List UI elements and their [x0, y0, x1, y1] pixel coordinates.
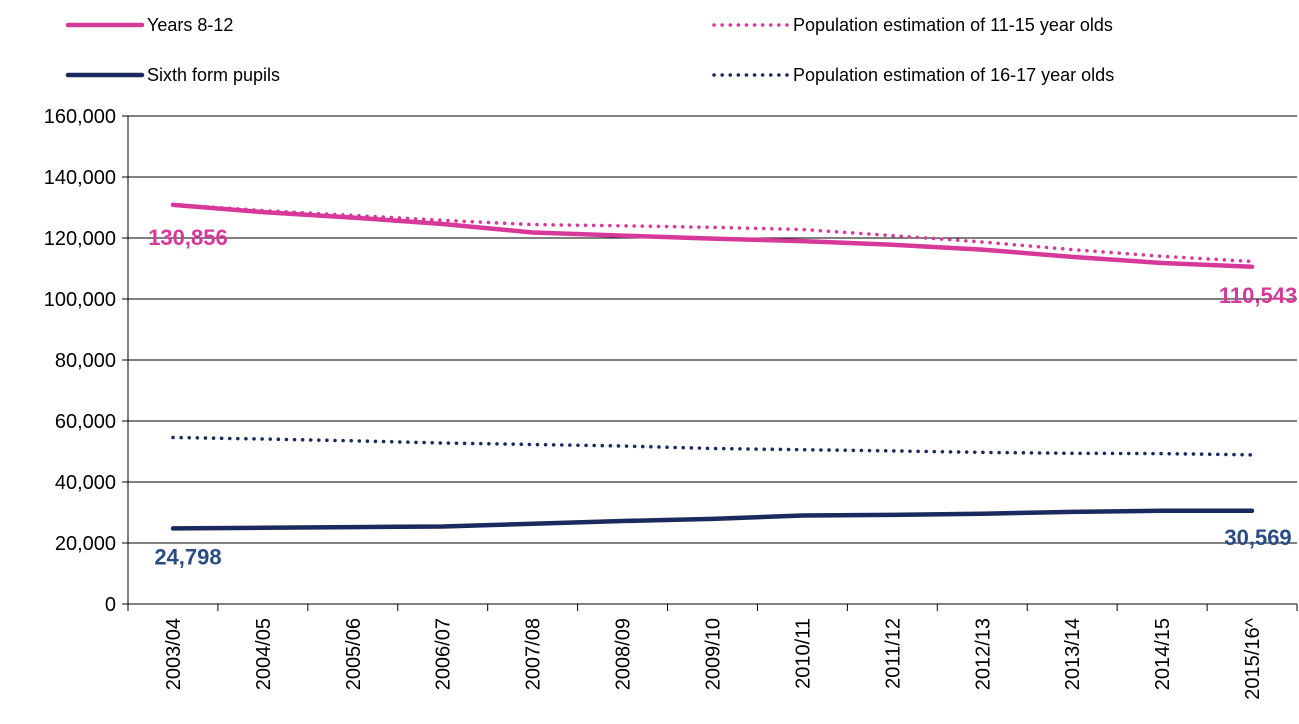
data-label: 110,543: [1219, 283, 1297, 308]
data-label: 24,798: [154, 544, 221, 569]
y-tick-label: 120,000: [44, 228, 116, 250]
series-lines: [170, 202, 1255, 531]
y-tick-label: 140,000: [44, 167, 116, 189]
x-tick-label: 2011/12: [882, 618, 904, 689]
gridlines: [128, 115, 1297, 544]
y-tick-label: 100,000: [44, 289, 116, 311]
x-tick-label: 2015/16^: [1242, 617, 1264, 699]
x-axis-ticks: 2003/04 2004/05 2005/06 2006/07 2007/08 2008/…: [127, 604, 1298, 700]
data-label: 30,569: [1224, 525, 1291, 550]
data-label: 130,856: [148, 225, 228, 250]
legend-label: Population estimation of 11-15 year olds: [793, 15, 1113, 35]
y-tick-label: 160,000: [44, 106, 116, 128]
legend-item: Years 8-12: [65, 15, 233, 35]
data-labels: 130,856 110,543 24,798 30,569: [148, 225, 1297, 569]
legend-item: Population estimation of 16-17 year olds: [712, 65, 1114, 85]
x-tick-label: 2005/06: [343, 618, 365, 690]
y-axis-ticks: 0 20,000 40,000 60,000 80,000 100,000 120,000 1…: [44, 106, 128, 616]
x-tick-label: 2006/07: [433, 618, 455, 690]
legend-label: Years 8-12: [147, 15, 233, 35]
legend-label: Sixth form pupils: [147, 65, 280, 85]
y-tick-label: 0: [105, 594, 116, 616]
legend-item: Population estimation of 11-15 year olds: [712, 15, 1113, 35]
series-line-sixth-form-pupils: [170, 508, 1255, 531]
y-tick-label: 40,000: [55, 472, 116, 494]
series-line-population-estimation-of-11-15-year-olds: [171, 202, 1254, 264]
x-tick-label: 2009/10: [703, 618, 725, 690]
series-line-population-estimation-of-16-17-year-olds: [171, 435, 1254, 457]
legend: Years 8-12 Sixth form pupils Population es…: [65, 15, 1114, 85]
x-tick-label: 2004/05: [253, 618, 275, 690]
x-tick-label: 2010/11: [792, 618, 814, 689]
y-tick-label: 20,000: [55, 533, 116, 555]
y-tick-label: 60,000: [55, 411, 116, 433]
series-line-years-8-12: [170, 202, 1255, 270]
x-tick-label: 2014/15: [1152, 618, 1174, 690]
legend-label: Population estimation of 16-17 year olds: [793, 65, 1114, 85]
y-tick-label: 80,000: [55, 350, 116, 372]
x-tick-label: 2003/04: [163, 618, 185, 690]
x-tick-label: 2008/09: [613, 618, 635, 690]
x-tick-label: 2012/13: [972, 618, 994, 690]
legend-item: Sixth form pupils: [65, 65, 280, 85]
x-tick-label: 2007/08: [523, 618, 545, 690]
x-tick-label: 2013/14: [1062, 618, 1084, 690]
